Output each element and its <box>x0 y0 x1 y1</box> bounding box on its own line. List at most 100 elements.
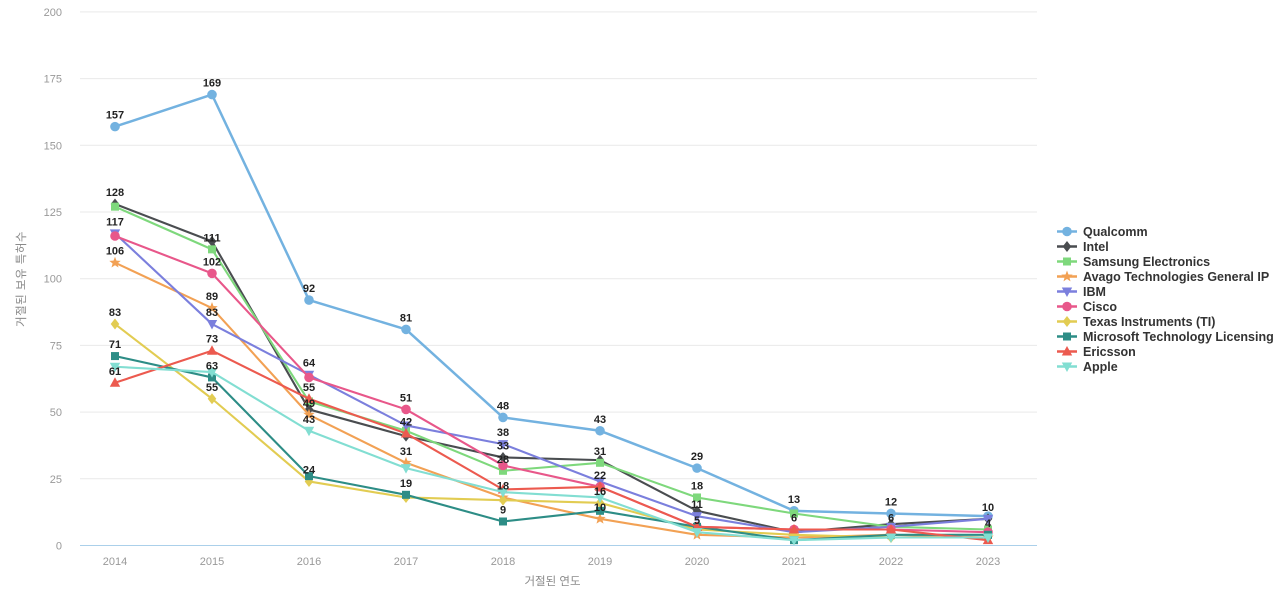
series-apple-data-point[interactable] <box>206 368 218 378</box>
legend-item-texas-instruments-ti[interactable]: Texas Instruments (TI) <box>1056 314 1274 329</box>
series-avago-technologies-general-ip-data-point[interactable] <box>109 256 121 268</box>
series-microsoft-technology-licensing-data-point[interactable] <box>111 352 119 361</box>
legend-label: Ericsson <box>1083 344 1136 359</box>
series-cisco-data-point[interactable] <box>401 404 411 415</box>
y-tick-label: 175 <box>44 74 62 86</box>
legend-item-apple[interactable]: Apple <box>1056 359 1274 374</box>
legend-intel-data-point <box>1062 241 1072 252</box>
series-intel-data-point[interactable] <box>692 505 702 517</box>
y-tick-label: 75 <box>50 340 62 352</box>
series-microsoft-technology-licensing-data-point[interactable] <box>305 472 313 481</box>
legend-item-cisco[interactable]: Cisco <box>1056 299 1274 314</box>
data-point-label: 55 <box>206 382 218 394</box>
series-apple-data-point[interactable] <box>691 528 703 538</box>
data-point-label: 71 <box>109 339 121 351</box>
data-point-label: 63 <box>206 360 218 372</box>
x-tick-label: 2019 <box>588 556 612 568</box>
series-ibm-data-point[interactable] <box>497 440 509 450</box>
circle-legend-icon <box>1057 301 1077 312</box>
data-point-label: 89 <box>206 291 218 303</box>
series-samsung-electronics-data-point[interactable] <box>208 245 216 254</box>
series-apple-data-point[interactable] <box>788 536 800 546</box>
series-samsung-electronics-data-point[interactable] <box>693 493 701 502</box>
series-samsung-electronics-data-point[interactable] <box>596 458 604 467</box>
series-ibm-data-point[interactable] <box>400 421 412 431</box>
series-cisco-data-point[interactable] <box>304 372 314 383</box>
series-qualcomm-data-point[interactable] <box>401 324 411 335</box>
triangle-up-legend-icon <box>1057 346 1077 356</box>
series-apple-data-point[interactable] <box>594 493 606 503</box>
series-apple-data-point[interactable] <box>303 426 315 437</box>
series-avago-technologies-general-ip-data-point[interactable] <box>594 512 606 524</box>
data-point-label: 22 <box>594 470 606 482</box>
data-point-label: 13 <box>788 494 800 506</box>
series-samsung-electronics-data-point[interactable] <box>111 202 119 211</box>
series-texas-instruments-ti-data-point[interactable] <box>789 529 799 541</box>
series-ibm-data-point[interactable] <box>691 512 703 522</box>
series-ericsson-data-point[interactable] <box>206 345 218 355</box>
series-line-ericsson[interactable] <box>113 349 990 542</box>
series-microsoft-technology-licensing-data-point[interactable] <box>596 506 604 515</box>
series-qualcomm-data-point[interactable] <box>595 425 605 436</box>
series-microsoft-technology-licensing-data-point[interactable] <box>499 517 507 526</box>
series-intel-data-point[interactable] <box>207 235 217 247</box>
data-point-label: 49 <box>303 398 315 410</box>
series-apple-data-point[interactable] <box>497 488 509 498</box>
series-line-qualcomm[interactable] <box>113 93 990 518</box>
series-qualcomm-data-point[interactable] <box>886 508 896 519</box>
legend-item-intel[interactable]: Intel <box>1056 239 1274 254</box>
legend-label: Apple <box>1083 359 1118 374</box>
series-ericsson-data-point[interactable] <box>303 393 315 403</box>
series-texas-instruments-ti-data-point[interactable] <box>498 494 508 506</box>
series-intel-data-point[interactable] <box>498 451 508 463</box>
series-texas-instruments-ti-data-point[interactable] <box>207 393 217 405</box>
legend-item-ibm[interactable]: IBM <box>1056 284 1274 299</box>
series-qualcomm-data-point[interactable] <box>692 463 702 473</box>
diamond-legend-icon <box>1057 316 1077 327</box>
series-qualcomm-data-point[interactable] <box>207 89 217 100</box>
legend-avago-technologies-general-ip-data-point <box>1061 270 1073 282</box>
series-samsung-electronics-data-point[interactable] <box>499 466 507 475</box>
series-avago-technologies-general-ip-data-point[interactable] <box>206 302 218 313</box>
y-tick-label: 125 <box>44 207 62 219</box>
series-line-microsoft-technology-licensing[interactable] <box>113 355 990 542</box>
legend-item-microsoft-technology-licensing[interactable]: Microsoft Technology Licensing <box>1056 329 1274 344</box>
series-samsung-electronics-data-point[interactable] <box>790 509 798 518</box>
series-cisco-data-point[interactable] <box>110 231 120 241</box>
series-avago-technologies-general-ip-data-point[interactable] <box>303 408 315 420</box>
series-ericsson-data-point[interactable] <box>400 427 412 438</box>
series-ericsson-data-point[interactable] <box>788 523 800 534</box>
legend-item-avago-technologies-general-ip[interactable]: Avago Technologies General IP <box>1056 269 1274 284</box>
series-qualcomm-data-point[interactable] <box>498 412 508 423</box>
series-avago-technologies-general-ip-data-point[interactable] <box>400 456 412 468</box>
series-microsoft-technology-licensing-data-point[interactable] <box>402 490 410 499</box>
series-line-apple[interactable] <box>113 365 990 542</box>
series-ericsson-data-point[interactable] <box>109 377 121 387</box>
legend-item-qualcomm[interactable]: Qualcomm <box>1056 224 1274 239</box>
x-tick-label: 2018 <box>491 556 515 568</box>
legend-item-ericsson[interactable]: Ericsson <box>1056 344 1274 359</box>
series-ibm-data-point[interactable] <box>982 514 994 525</box>
series-apple-data-point[interactable] <box>982 533 994 543</box>
legend-item-samsung-electronics[interactable]: Samsung Electronics <box>1056 254 1274 269</box>
data-point-label: 43 <box>303 414 315 426</box>
y-tick-label: 200 <box>44 7 62 19</box>
series-qualcomm-data-point[interactable] <box>304 295 314 305</box>
data-point-label: 9 <box>500 504 506 516</box>
series-texas-instruments-ti-data-point[interactable] <box>110 318 120 330</box>
series-cisco-data-point[interactable] <box>498 460 508 471</box>
data-point-label: 6 <box>791 512 797 524</box>
legend-label: Intel <box>1083 239 1109 254</box>
series-apple-data-point[interactable] <box>400 464 412 474</box>
y-tick-label: 25 <box>50 474 62 486</box>
series-qualcomm-data-point[interactable] <box>110 121 120 132</box>
series-ericsson-data-point[interactable] <box>594 481 606 491</box>
series-ericsson-data-point[interactable] <box>885 523 897 534</box>
series-ibm-data-point[interactable] <box>206 320 218 330</box>
diamond-legend-icon <box>1057 241 1077 252</box>
series-apple-data-point[interactable] <box>885 533 897 543</box>
series-apple-data-point[interactable] <box>109 362 121 373</box>
series-cisco-data-point[interactable] <box>207 268 217 279</box>
series-line-texas-instruments-ti[interactable] <box>113 323 990 539</box>
